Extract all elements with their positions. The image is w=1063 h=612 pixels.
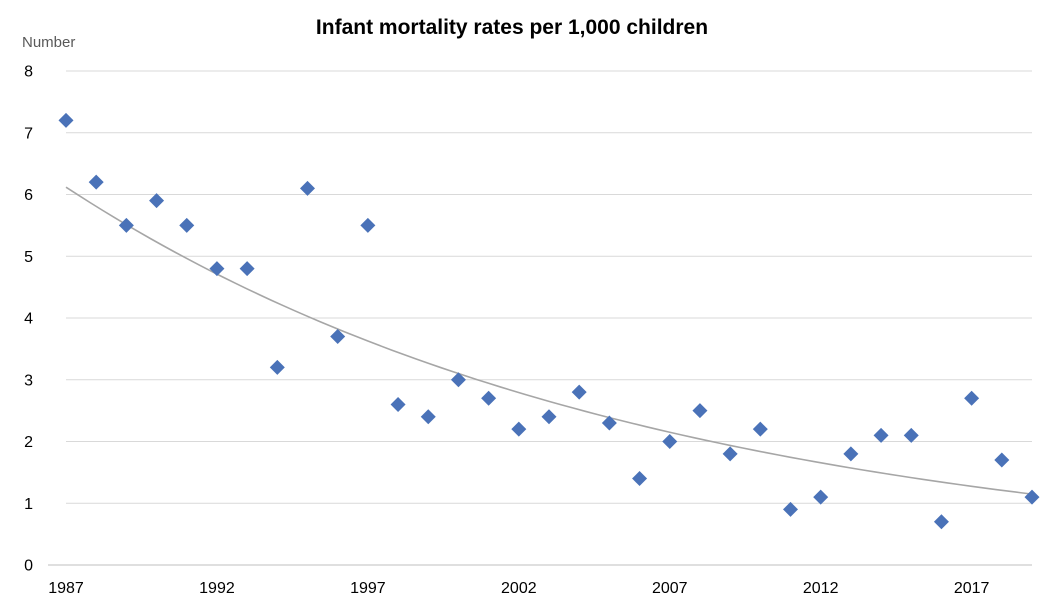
x-tick-label: 1987 [48, 580, 84, 597]
data-point [450, 372, 466, 388]
data-point [209, 261, 225, 277]
data-point [300, 180, 315, 196]
x-tick-label: 2002 [501, 580, 537, 597]
y-tick-label: 7 [24, 125, 33, 142]
data-point [813, 489, 829, 505]
x-tick-label: 1992 [199, 580, 235, 597]
data-point [360, 217, 376, 233]
data-point [933, 514, 949, 530]
x-tick-label: 1997 [350, 580, 386, 597]
data-point [601, 415, 617, 431]
y-tick-label: 5 [24, 249, 33, 266]
data-point [149, 193, 165, 209]
data-point [964, 390, 980, 406]
data-point [58, 112, 74, 128]
y-tick-label: 2 [24, 434, 33, 451]
trendline-group [65, 186, 1033, 495]
y-tick-label: 8 [24, 64, 33, 81]
gridlines [66, 70, 1032, 504]
axes: 0 1 2 3 4 5 6 7 8 1987 1992 1997 2002 2007 2012 2017 [24, 64, 1032, 597]
data-point [632, 471, 648, 487]
data-point [692, 403, 708, 419]
y-tick-label: 6 [24, 187, 33, 204]
x-tick-label: 2007 [652, 580, 688, 597]
data-point [269, 359, 285, 375]
y-tick-label: 3 [24, 372, 33, 389]
data-point [843, 446, 859, 462]
data-point [541, 409, 557, 425]
data-point [783, 501, 798, 517]
x-tick-label: 2017 [954, 580, 990, 597]
data-point [903, 427, 919, 443]
data-point [571, 384, 587, 400]
data-point [511, 421, 527, 437]
data-point [179, 217, 195, 233]
data-point [722, 446, 738, 462]
data-point [662, 434, 678, 449]
trendline [65, 186, 1033, 495]
data-points [58, 112, 1040, 530]
chart-title: Infant mortality rates per 1,000 childre… [316, 16, 708, 39]
data-point [481, 390, 497, 406]
y-axis-label: Number [22, 34, 75, 51]
data-point [239, 261, 255, 277]
data-point [390, 396, 406, 412]
data-point [118, 217, 134, 233]
data-point [88, 174, 104, 190]
data-point [1024, 489, 1040, 505]
y-tick-label: 4 [24, 311, 33, 328]
data-point [330, 329, 346, 345]
data-point [994, 452, 1010, 468]
y-tick-label: 0 [24, 558, 33, 575]
data-point [873, 427, 889, 443]
y-tick-label: 1 [24, 496, 33, 513]
x-tick-label: 2012 [803, 580, 839, 597]
data-point [420, 409, 436, 425]
data-point [752, 421, 768, 437]
